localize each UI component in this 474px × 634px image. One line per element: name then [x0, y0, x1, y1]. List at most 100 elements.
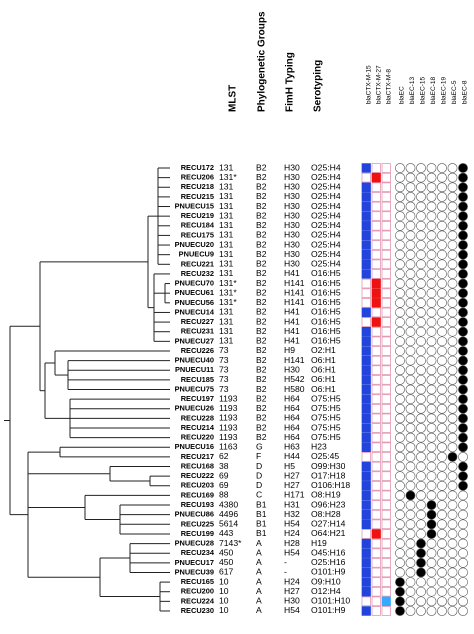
ec-gene [416, 577, 426, 587]
ctx-gene [381, 240, 391, 250]
mlst: 131 [219, 162, 234, 172]
ec-gene [395, 317, 405, 327]
serotype: O25:H4 [311, 182, 341, 192]
ec-gene [405, 519, 416, 530]
ec-gene [437, 220, 447, 231]
serotype: O25:H4 [311, 230, 341, 240]
ec-gene [458, 365, 468, 376]
isolate-id: RECU227 [181, 317, 214, 326]
ec-gene [426, 423, 437, 433]
ec-gene [458, 269, 468, 279]
phylo-group: A [256, 547, 262, 557]
ctx-gene [361, 307, 371, 318]
ctx-gene [361, 221, 371, 231]
ec-gene [458, 240, 468, 250]
serotype: H23 [311, 442, 327, 452]
ec-gene [416, 240, 426, 250]
ctx-gene [361, 423, 371, 433]
serotype: O25:H4 [311, 162, 341, 172]
ctx-gene [361, 355, 371, 366]
ec-gene [426, 442, 437, 453]
ec-gene [426, 355, 437, 366]
ec-gene [458, 586, 468, 597]
ec-gene [437, 557, 447, 568]
ec-gene [458, 529, 468, 539]
mlst: 131 [219, 307, 234, 317]
ctx-gene [361, 163, 371, 173]
isolate-id: PNUECU27 [175, 336, 214, 345]
ec-gene [426, 413, 437, 424]
serotype: O16:H5 [311, 297, 341, 307]
isolate-id: RECU218 [181, 182, 214, 191]
column-header: blaEC-13 [409, 77, 416, 104]
ctx-gene [371, 298, 381, 308]
mlst: 450 [219, 557, 234, 567]
phylo-group: B2 [256, 432, 267, 442]
ec-gene [437, 172, 447, 183]
ec-gene [426, 529, 437, 539]
mlst: 131* [219, 278, 237, 288]
ctx-gene [381, 211, 391, 221]
ec-gene [416, 413, 426, 424]
ctx-gene [361, 442, 371, 453]
ec-gene [426, 249, 437, 260]
ec-gene [447, 577, 458, 587]
fimh: H141 [284, 278, 305, 288]
ec-gene [447, 163, 458, 173]
serotype: O25:H4 [311, 249, 341, 259]
mlst: 69 [219, 470, 229, 480]
column-header: blaEC-8 [462, 80, 469, 104]
fimh: H30 [284, 162, 300, 172]
serotype: O16:H5 [311, 268, 341, 278]
ec-gene [437, 297, 447, 308]
mlst: 7143* [219, 538, 242, 548]
mlst: 38 [219, 461, 229, 471]
mlst: 69 [219, 480, 229, 490]
ec-gene [426, 220, 437, 231]
mlst: 450 [219, 547, 234, 557]
ec-gene [416, 201, 426, 212]
ec-gene [426, 586, 437, 597]
ctx-gene [371, 317, 381, 327]
ec-gene [437, 548, 447, 559]
mlst: 62 [219, 451, 229, 461]
isolate-id: RECU226 [181, 346, 214, 355]
ctx-gene [381, 221, 391, 231]
serotype: O16:H5 [311, 287, 341, 297]
ec-gene [405, 365, 416, 376]
ctx-gene [371, 442, 381, 453]
ctx-gene [381, 413, 391, 424]
ec-gene [405, 529, 416, 539]
ec-gene [405, 374, 416, 385]
ctx-gene [371, 490, 381, 501]
ec-gene [458, 509, 468, 520]
ec-gene [395, 201, 405, 212]
fimh: H30 [284, 259, 300, 269]
ec-gene [416, 211, 426, 222]
isolate-id: RECU185 [181, 375, 214, 384]
phylo-group: A [256, 605, 262, 615]
phylo-group: B1 [256, 528, 267, 538]
isolate-id: PNUECU39 [175, 567, 214, 576]
phylo-group: B2 [256, 316, 267, 326]
isolate-id: RECU232 [181, 269, 214, 278]
ec-gene [426, 596, 437, 607]
ctx-gene [371, 278, 381, 289]
ec-gene [395, 307, 405, 318]
phylo-group: B2 [256, 422, 267, 432]
ec-gene [405, 384, 416, 395]
ec-gene [437, 211, 447, 222]
isolate-id: RECU169 [181, 490, 214, 499]
ctx-gene [361, 452, 371, 462]
ec-gene [395, 451, 405, 462]
ec-gene [405, 403, 416, 414]
ec-gene [447, 317, 458, 327]
isolate-id: RECU219 [181, 211, 214, 220]
ec-gene [416, 249, 426, 260]
ec-gene [405, 326, 416, 337]
ec-gene [426, 374, 437, 385]
fimh: H41 [284, 326, 300, 336]
ctx-gene [361, 596, 371, 607]
ec-gene [458, 471, 468, 482]
isolate-id: PNUECU14 [175, 307, 215, 316]
